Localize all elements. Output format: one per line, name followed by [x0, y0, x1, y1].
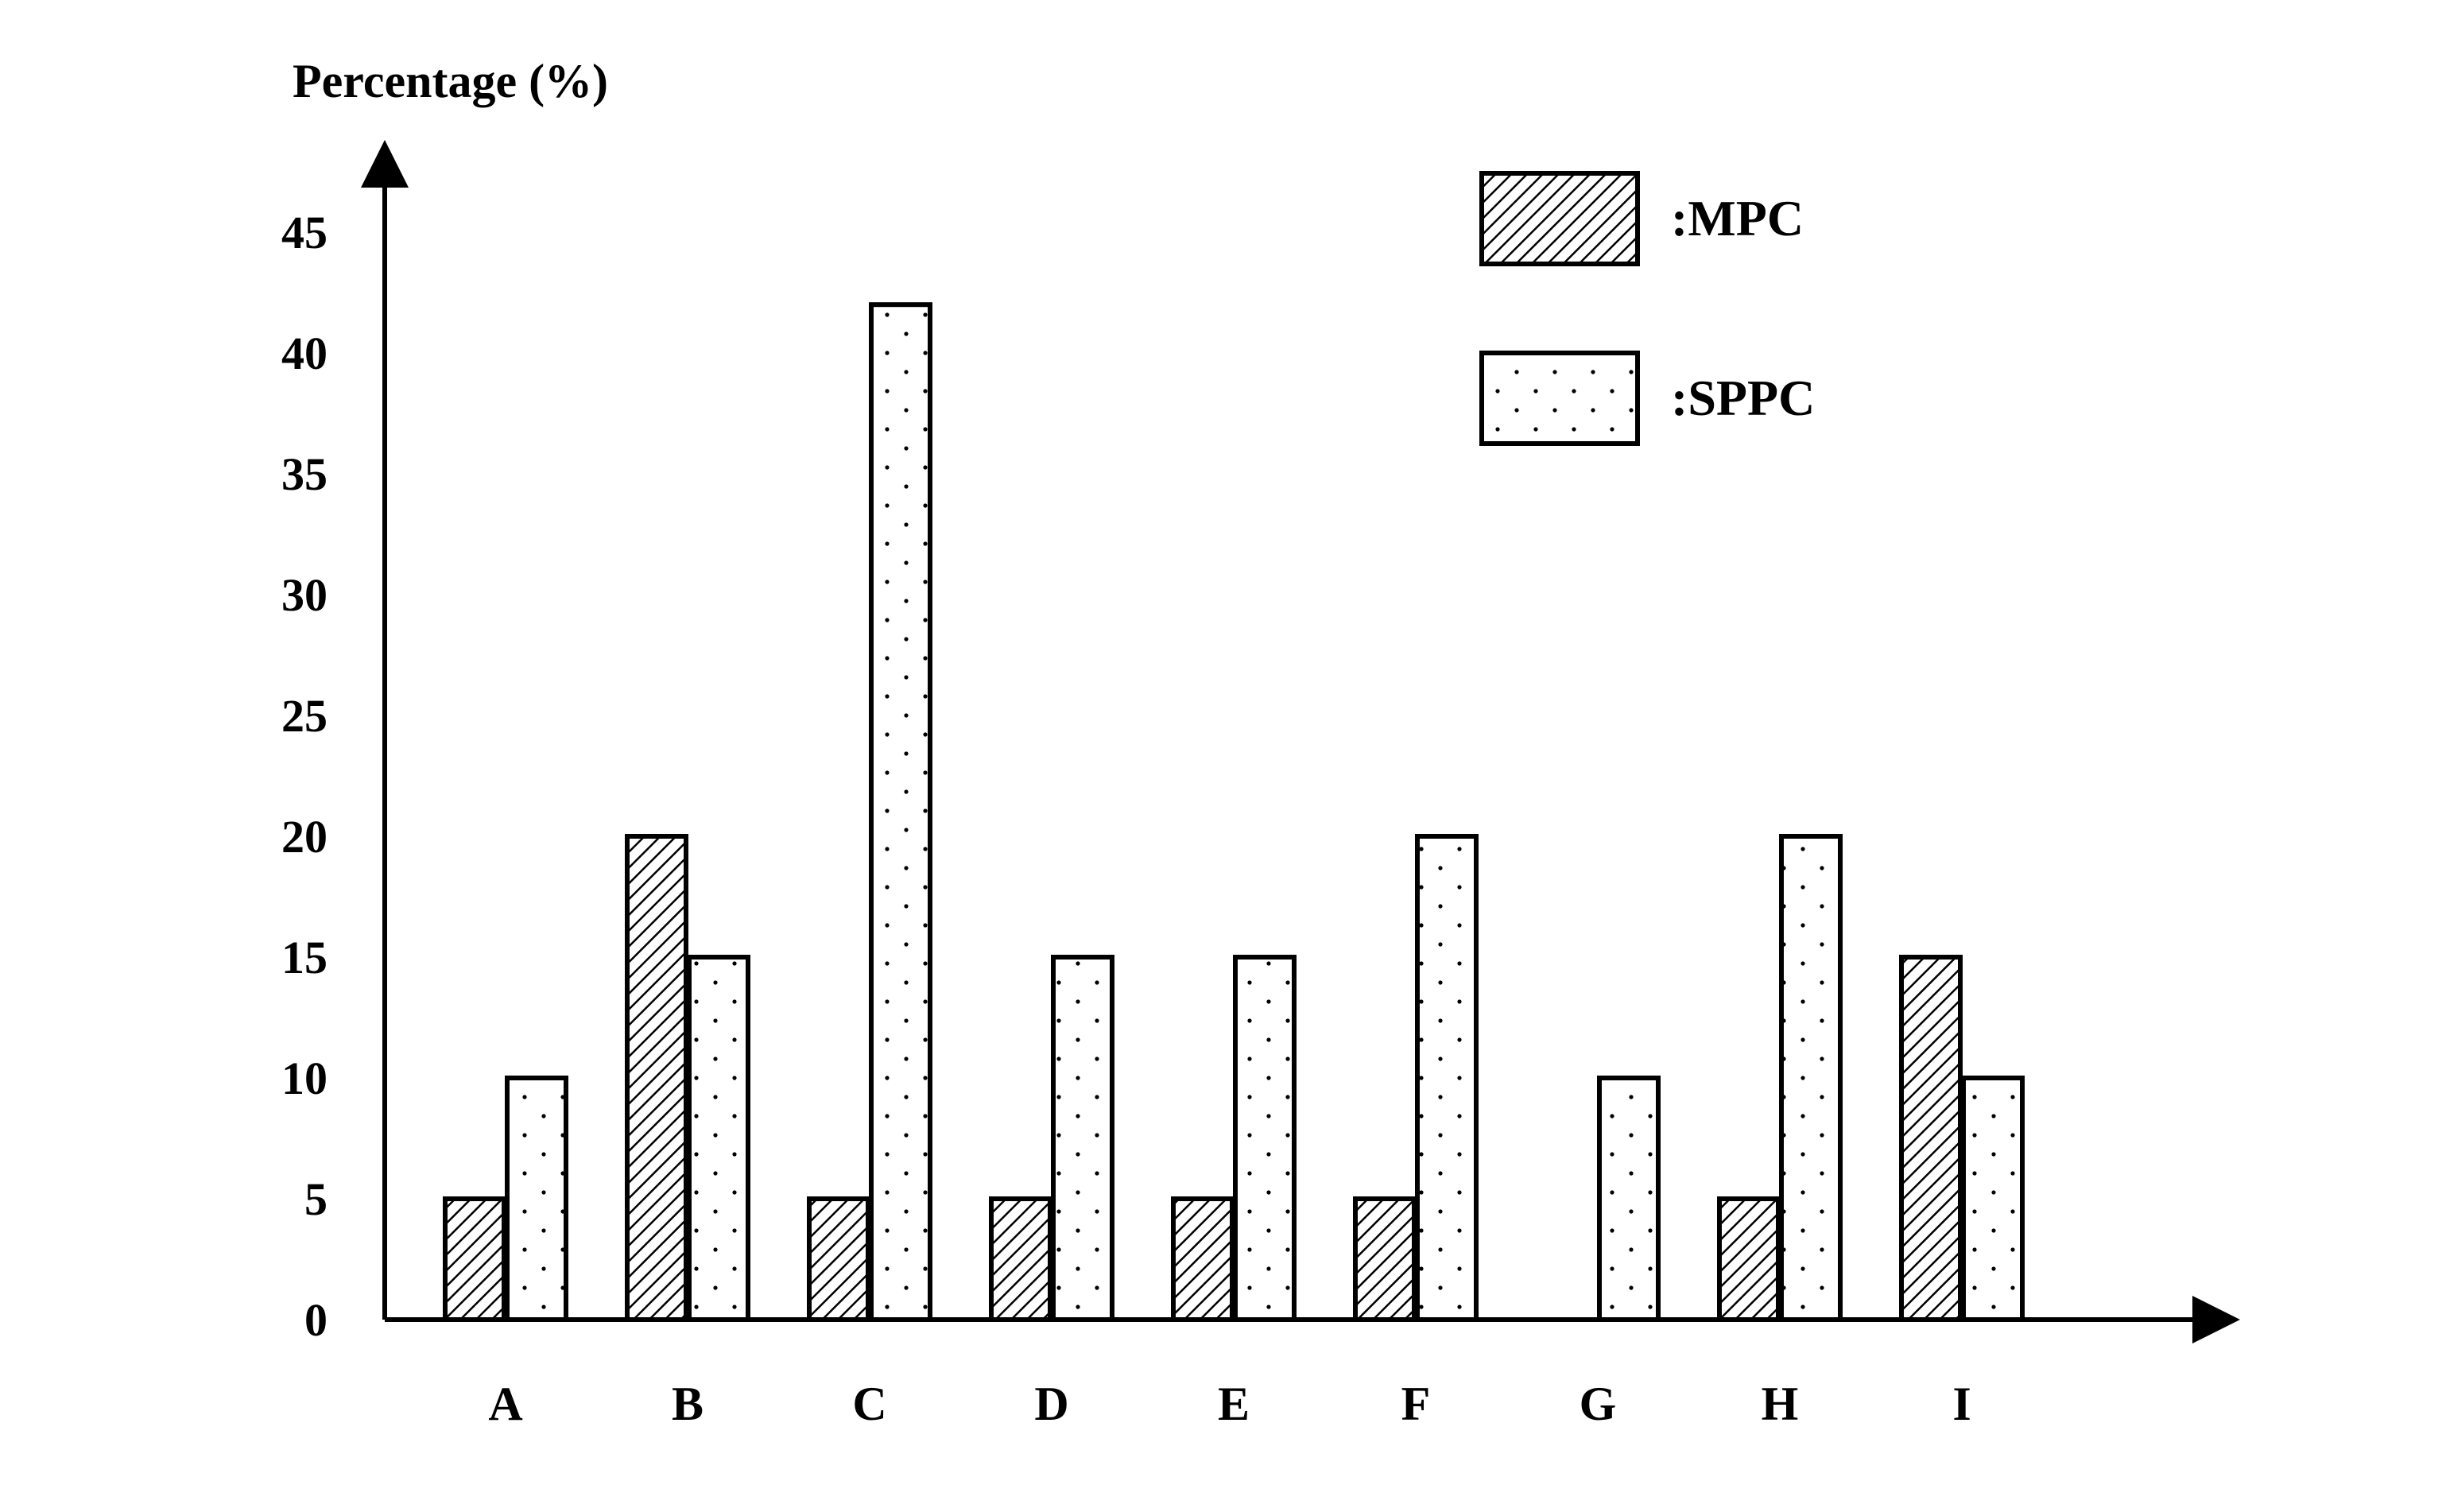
y-tick-label: 40 — [281, 328, 328, 379]
bar-mpc-e — [1171, 1196, 1235, 1322]
x-tick-label: A — [488, 1378, 522, 1430]
x-tick-label: H — [1762, 1378, 1799, 1430]
y-tick-label: 15 — [281, 932, 328, 983]
bar-sppc-d — [1051, 955, 1114, 1322]
x-tick-label: G — [1580, 1378, 1617, 1430]
legend-swatch-mpc — [1479, 171, 1640, 266]
bar-mpc-b — [625, 834, 688, 1322]
y-axis-ticks: 0 5 10 15 20 25 30 35 40 45 — [281, 207, 328, 1346]
x-axis-ticks: A B C D E F G H I — [488, 1378, 1971, 1430]
y-tick-label: 10 — [281, 1053, 328, 1104]
y-tick-label: 20 — [281, 811, 328, 863]
x-tick-label: D — [1034, 1378, 1068, 1430]
bars — [443, 302, 2025, 1323]
y-tick-label: 5 — [304, 1173, 328, 1225]
bar-mpc-d — [989, 1196, 1052, 1322]
legend-label-mpc: :MPC — [1671, 190, 1804, 246]
bar-mpc-c — [807, 1196, 870, 1322]
legend-label-sppc: :SPPC — [1671, 370, 1815, 426]
bar-sppc-b — [687, 955, 750, 1322]
x-tick-label: C — [852, 1378, 886, 1430]
bar-mpc-a — [443, 1196, 506, 1322]
y-tick-label: 35 — [281, 448, 328, 500]
y-axis-label: Percentage (%) — [293, 55, 608, 107]
y-tick-label: 25 — [281, 690, 328, 742]
bar-sppc-g — [1597, 1076, 1661, 1322]
bar-sppc-f — [1415, 834, 1479, 1322]
x-axis-arrow — [2192, 1296, 2240, 1343]
x-tick-label: F — [1401, 1378, 1431, 1430]
x-tick-label: B — [672, 1378, 704, 1430]
x-tick-label: I — [1952, 1378, 1971, 1430]
bar-sppc-i — [1961, 1076, 2025, 1322]
y-tick-label: 45 — [281, 207, 328, 258]
bar-sppc-c — [869, 302, 932, 1323]
legend-swatch-sppc — [1479, 351, 1640, 446]
legend: :MPC :SPPC — [1479, 171, 1815, 446]
bar-mpc-f — [1353, 1196, 1417, 1322]
y-axis-arrow — [361, 140, 409, 188]
bar-sppc-a — [505, 1076, 568, 1322]
bar-sppc-e — [1233, 955, 1297, 1322]
bar-mpc-i — [1899, 955, 1963, 1322]
x-tick-label: E — [1218, 1378, 1250, 1430]
bar-sppc-h — [1779, 834, 1843, 1322]
bar-mpc-h — [1717, 1196, 1781, 1322]
y-tick-label: 0 — [304, 1294, 328, 1346]
y-tick-label: 30 — [281, 569, 328, 621]
